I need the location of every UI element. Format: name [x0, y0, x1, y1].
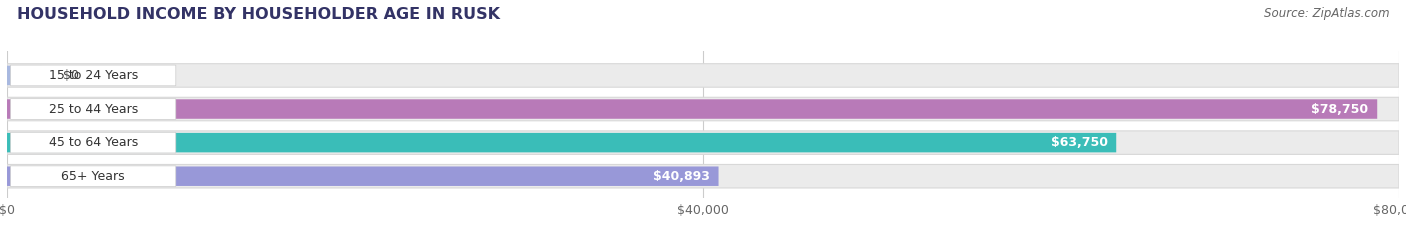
FancyBboxPatch shape — [7, 164, 1399, 188]
FancyBboxPatch shape — [7, 166, 718, 186]
FancyBboxPatch shape — [7, 97, 1399, 121]
FancyBboxPatch shape — [7, 99, 1378, 119]
FancyBboxPatch shape — [7, 64, 1399, 87]
Text: $0: $0 — [63, 69, 79, 82]
Text: $63,750: $63,750 — [1050, 136, 1108, 149]
FancyBboxPatch shape — [10, 99, 176, 119]
FancyBboxPatch shape — [7, 66, 42, 85]
Text: Source: ZipAtlas.com: Source: ZipAtlas.com — [1264, 7, 1389, 20]
FancyBboxPatch shape — [10, 132, 176, 153]
Text: 45 to 64 Years: 45 to 64 Years — [49, 136, 138, 149]
Text: $40,893: $40,893 — [652, 170, 710, 183]
FancyBboxPatch shape — [10, 65, 176, 86]
FancyBboxPatch shape — [10, 166, 176, 187]
Text: 65+ Years: 65+ Years — [62, 170, 125, 183]
FancyBboxPatch shape — [7, 131, 1399, 154]
Text: $78,750: $78,750 — [1312, 103, 1368, 116]
Text: 15 to 24 Years: 15 to 24 Years — [49, 69, 138, 82]
Text: HOUSEHOLD INCOME BY HOUSEHOLDER AGE IN RUSK: HOUSEHOLD INCOME BY HOUSEHOLDER AGE IN R… — [17, 7, 501, 22]
Text: 25 to 44 Years: 25 to 44 Years — [49, 103, 138, 116]
FancyBboxPatch shape — [7, 133, 1116, 152]
